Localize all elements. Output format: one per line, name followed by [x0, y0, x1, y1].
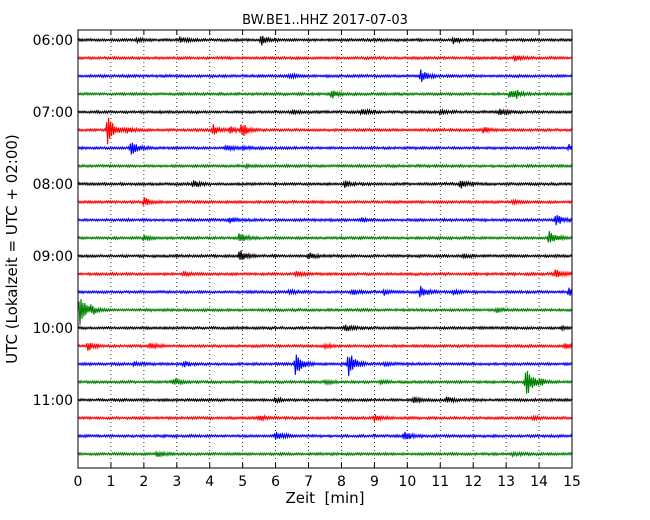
x-tick-label: 11 [431, 474, 449, 490]
trace-1145 [77, 450, 573, 459]
trace-0915 [77, 269, 573, 278]
y-tick-label: 08:00 [33, 177, 73, 193]
x-tick-label: 14 [530, 474, 548, 490]
trace-0615 [77, 54, 573, 62]
chart-title: BW.BE1..HHZ 2017-07-03 [242, 13, 408, 28]
x-tick-label: 1 [106, 474, 115, 490]
trace-0845 [77, 230, 573, 243]
y-tick-label: 06:00 [33, 33, 73, 49]
trace-1015 [77, 341, 573, 351]
x-tick-label: 13 [497, 474, 515, 490]
plot-frame [77, 29, 573, 469]
x-tick-label: 9 [370, 474, 379, 490]
trace-1000 [77, 324, 573, 333]
trace-0730 [77, 142, 573, 155]
trace-0630 [77, 69, 573, 83]
trace-1130 [77, 431, 573, 440]
y-tick-label: 10:00 [33, 321, 73, 337]
x-tick-label: 3 [172, 474, 181, 490]
x-tick-label: 15 [563, 474, 581, 490]
trace-1030 [77, 354, 573, 377]
trace-1100 [77, 396, 573, 405]
x-tick-label: 0 [74, 474, 83, 490]
x-tick-label: 4 [205, 474, 214, 490]
trace-0715 [77, 117, 573, 145]
y-axis-label: UTC (Lokalzeit = UTC + 02:00) [3, 134, 21, 364]
trace-0900 [77, 250, 573, 260]
x-axis-label: Zeit [min] [285, 489, 364, 507]
trace-0745 [77, 162, 573, 170]
trace-1115 [77, 413, 573, 422]
x-tick-label: 10 [398, 474, 416, 490]
trace-0800 [77, 179, 573, 189]
x-tick-label: 7 [304, 474, 313, 490]
trace-group [77, 35, 573, 459]
x-tick-label: 5 [238, 474, 247, 490]
trace-0830 [77, 215, 573, 226]
trace-0930 [77, 286, 573, 298]
y-tick-label: 07:00 [33, 105, 73, 121]
trace-0645 [77, 89, 573, 99]
x-tick-label: 12 [464, 474, 482, 490]
trace-0700 [77, 107, 573, 116]
trace-1045 [77, 370, 573, 394]
y-tick-label: 09:00 [33, 249, 73, 265]
x-axis: 0 1 2 3 4 5 6 7 8 9 10 11 12 13 14 15 [74, 30, 581, 490]
trace-0600 [77, 35, 573, 46]
x-tick-label: 6 [271, 474, 280, 490]
trace-0945 [77, 298, 573, 326]
x-tick-label: 8 [337, 474, 346, 490]
y-tick-label: 11:00 [33, 393, 73, 409]
y-axis: 06:00 07:00 08:00 09:00 10:00 11:00 [33, 33, 83, 409]
trace-0815 [77, 196, 573, 207]
x-tick-label: 2 [139, 474, 148, 490]
